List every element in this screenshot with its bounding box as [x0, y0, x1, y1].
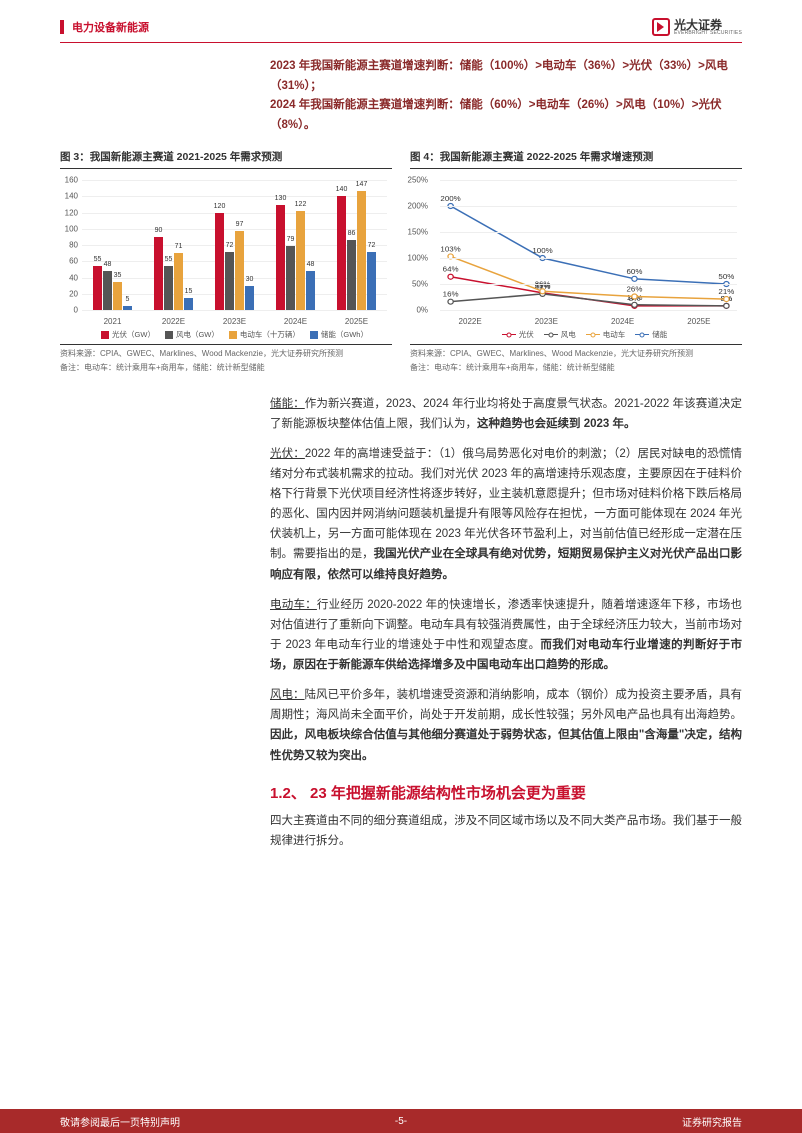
section-heading: 1.2、 23 年把握新能源结构性市场机会更为重要: [270, 782, 742, 803]
svg-text:64%: 64%: [443, 265, 459, 274]
svg-text:50%: 50%: [718, 272, 734, 281]
svg-text:100%: 100%: [532, 246, 552, 255]
chart-4-xlabels: 2022E2023E2024E2025E: [432, 317, 737, 326]
chart-4-title-line: [410, 168, 742, 169]
intro-line-2: 2024 年我国新能源主赛道增速判断：储能（60%）>电动车（26%）>风电（1…: [270, 96, 742, 135]
footer-page-number: -5-: [395, 1116, 407, 1127]
para-pv: 光伏：2022 年的高增速受益于：（1）俄乌局势恶化对电价的刺激；（2）居民对缺…: [270, 444, 742, 585]
brand-logo: 光大证券 EVERBRIGHT SECURITIES: [652, 18, 742, 36]
chart-4-plot: 64%33%8%8%16%31%10%8%103%36%26%21%200%10…: [440, 180, 737, 310]
charts-row: 图 3：我国新能源主赛道 2021-2025 年需求预测 02040608010…: [60, 149, 742, 373]
logo-text: 光大证券 EVERBRIGHT SECURITIES: [674, 19, 742, 36]
chart-3-legend: 光伏（GW）风电（GW）电动车（十万辆）储能（GWh）: [82, 329, 387, 340]
chart-4-canvas: 0%50%100%150%200%250% 64%33%8%8%16%31%10…: [410, 175, 742, 340]
svg-text:26%: 26%: [627, 285, 643, 294]
page-header: 电力设备新能源 光大证券 EVERBRIGHT SECURITIES: [0, 0, 802, 36]
accent-bar: [60, 20, 64, 34]
chart-4-legend: 光伏风电电动车储能: [432, 329, 737, 340]
para-wind: 风电：陆风已平价多年，装机增速受资源和消纳影响，成本（钢价）成为投资主要矛盾，具…: [270, 685, 742, 766]
chart-3-note: 备注：电动车：统计乘用车+商用车，储能：统计新型储能: [60, 362, 392, 373]
para-ev: 电动车：行业经历 2020-2022 年的快速增长，渗透率快速提升，随着增速逐年…: [270, 595, 742, 676]
page-footer: 敬请参阅最后一页特别声明 -5- 证券研究报告: [0, 1109, 802, 1133]
svg-text:21%: 21%: [718, 287, 734, 296]
section-para: 四大主赛道由不同的细分赛道组成，涉及不同区域市场以及不同大类产品市场。我们基于一…: [270, 811, 742, 851]
svg-text:60%: 60%: [627, 267, 643, 276]
body-text: 储能：作为新兴赛道，2023、2024 年行业均将处于高度景气状态。2021-2…: [270, 394, 742, 766]
logo-en: EVERBRIGHT SECURITIES: [674, 31, 742, 36]
footer-right: 证券研究报告: [682, 1114, 742, 1129]
section-para-text: 四大主赛道由不同的细分赛道组成，涉及不同区域市场以及不同大类产品市场。我们基于一…: [270, 811, 742, 851]
main-content: 2023 年我国新能源主赛道增速判断：储能（100%）>电动车（36%）>光伏（…: [0, 57, 802, 851]
chart-3-title: 图 3：我国新能源主赛道 2021-2025 年需求预测: [60, 149, 392, 164]
logo-icon: [652, 18, 670, 36]
chart-4-title: 图 4：我国新能源主赛道 2022-2025 年需求增速预测: [410, 149, 742, 164]
chart-3-xlabels: 20212022E2023E2024E2025E: [82, 317, 387, 326]
svg-text:200%: 200%: [440, 194, 460, 203]
header-left: 电力设备新能源: [60, 19, 149, 35]
chart-3-source: 资料来源：CPIA、GWEC、Marklines、Wood Mackenzie，…: [60, 348, 392, 359]
intro-block: 2023 年我国新能源主赛道增速判断：储能（100%）>电动车（36%）>光伏（…: [270, 57, 742, 135]
chart-3-yaxis: 020406080100120140160: [60, 180, 82, 310]
para-storage: 储能：作为新兴赛道，2023、2024 年行业均将处于高度景气状态。2021-2…: [270, 394, 742, 434]
svg-text:16%: 16%: [443, 290, 459, 299]
chart-4-source: 资料来源：CPIA、GWEC、Marklines、Wood Mackenzie，…: [410, 348, 742, 359]
intro-line-1: 2023 年我国新能源主赛道增速判断：储能（100%）>电动车（36%）>光伏（…: [270, 57, 742, 96]
chart-4-yaxis: 0%50%100%150%200%250%: [410, 180, 432, 310]
chart-4-note: 备注：电动车：统计乘用车+商用车，储能：统计新型储能: [410, 362, 742, 373]
chart-3-title-line: [60, 168, 392, 169]
header-divider: [60, 42, 742, 43]
chart-4-footer-line: [410, 344, 742, 345]
chart-4: 图 4：我国新能源主赛道 2022-2025 年需求增速预测 0%50%100%…: [410, 149, 742, 373]
footer-left: 敬请参阅最后一页特别声明: [60, 1114, 180, 1129]
header-category: 电力设备新能源: [72, 19, 149, 35]
svg-text:103%: 103%: [440, 245, 460, 254]
chart-3-footer-line: [60, 344, 392, 345]
chart-3-canvas: 020406080100120140160 554835590557115120…: [60, 175, 392, 340]
chart-3-plot: 5548355905571151207297301307912248140861…: [82, 180, 387, 310]
chart-3: 图 3：我国新能源主赛道 2021-2025 年需求预测 02040608010…: [60, 149, 392, 373]
logo-cn: 光大证券: [674, 19, 742, 31]
